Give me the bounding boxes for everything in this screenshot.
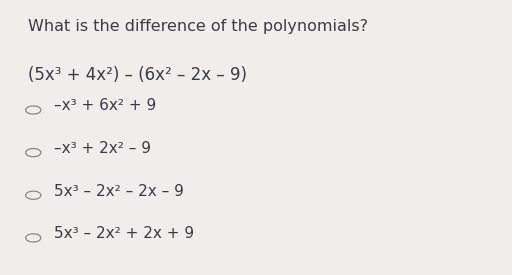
Text: –x³ + 6x² + 9: –x³ + 6x² + 9 — [54, 98, 156, 113]
Text: 5x³ – 2x² – 2x – 9: 5x³ – 2x² – 2x – 9 — [54, 184, 184, 199]
Text: What is the difference of the polynomials?: What is the difference of the polynomial… — [28, 19, 368, 34]
Text: 5x³ – 2x² + 2x + 9: 5x³ – 2x² + 2x + 9 — [54, 226, 194, 241]
Text: (5x³ + 4x²) – (6x² – 2x – 9): (5x³ + 4x²) – (6x² – 2x – 9) — [28, 66, 247, 84]
Text: –x³ + 2x² – 9: –x³ + 2x² – 9 — [54, 141, 151, 156]
